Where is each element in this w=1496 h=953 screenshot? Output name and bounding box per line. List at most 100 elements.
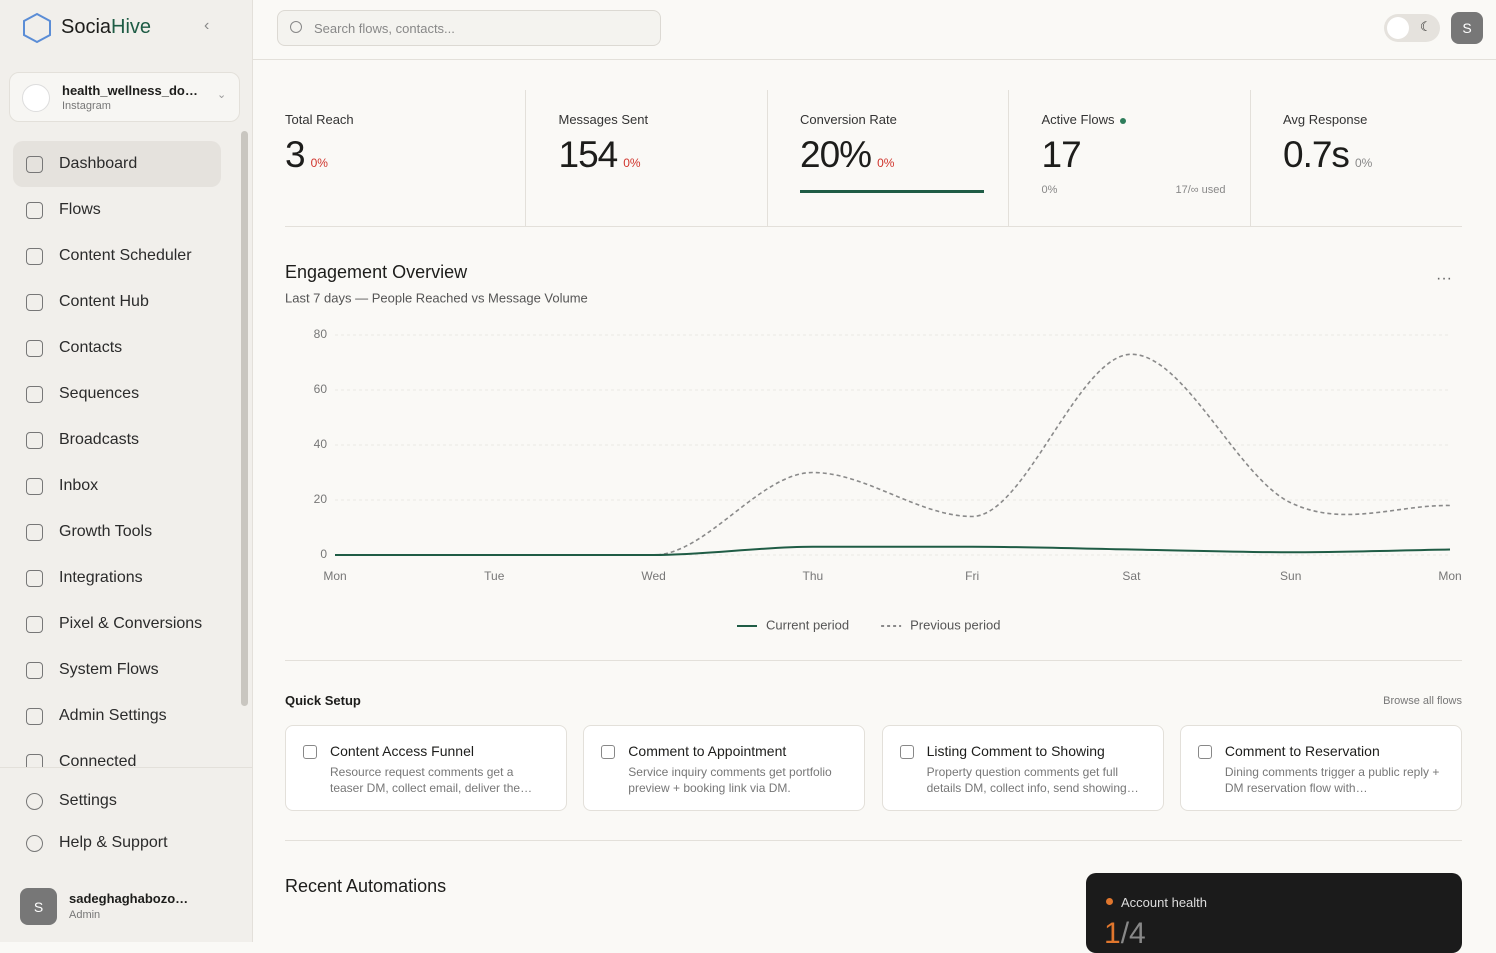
nav-icon — [26, 294, 43, 311]
chart-title: Engagement Overview — [285, 262, 468, 282]
nav-item[interactable]: Pixel & Conversions — [13, 601, 221, 647]
setup-card[interactable]: Comment to Appointment Service inquiry co… — [583, 725, 866, 811]
stat-number: 154 — [558, 134, 619, 175]
nav-icon — [26, 432, 43, 449]
stat-value: 3 0% — [285, 134, 328, 176]
stat-card: Avg Response 0.7s 0% — [1251, 90, 1492, 226]
x-tick-label: Fri — [965, 569, 979, 583]
theme-toggle[interactable]: ☾ — [1384, 14, 1440, 42]
nav-icon — [26, 835, 43, 852]
y-tick-label: 20 — [314, 492, 328, 506]
nav-icon — [26, 478, 43, 495]
nav-icon — [26, 340, 43, 357]
brand-b: Hive — [111, 16, 152, 38]
stat-card: Conversion Rate 20% 0% — [768, 90, 1009, 226]
series-line — [334, 545, 1451, 556]
stat-label: Active Flows — [1042, 112, 1127, 127]
y-tick-label: 60 — [314, 382, 328, 396]
nav-item[interactable]: Dashboard — [13, 141, 221, 187]
divider — [285, 226, 1462, 227]
card-icon — [303, 745, 317, 759]
stat-inner: Conversion Rate 20% 0% — [800, 90, 984, 226]
account-platform: Instagram — [62, 100, 111, 112]
divider — [285, 840, 1462, 841]
x-tick-label: Mon — [1438, 569, 1461, 583]
card-desc: Dining comments trigger a public reply +… — [1224, 765, 1440, 795]
topbar: Search flows, contacts... ☾ S — [253, 0, 1496, 60]
nav-item[interactable]: Growth Tools — [13, 509, 221, 555]
stat-change: 0% — [1354, 156, 1373, 170]
avatar[interactable]: S — [1451, 12, 1483, 44]
nav-item[interactable]: Content Scheduler — [13, 233, 221, 279]
browse-link[interactable]: Browse all flows — [1383, 695, 1462, 707]
stat-label: Conversion Rate — [800, 112, 897, 127]
user-role: Admin — [69, 909, 101, 921]
brand-a: Socia — [61, 16, 112, 38]
stat-number: 3 — [285, 134, 306, 175]
nav-item[interactable]: Settings — [13, 778, 221, 824]
setup-card[interactable]: Listing Comment to Showing Property quest… — [881, 725, 1164, 811]
nav-icon — [26, 570, 43, 587]
stat-change: 0% — [1041, 184, 1058, 196]
stats: Total Reach 3 0% Messages Sent 154 0% Conversi… — [285, 0, 1462, 226]
health-label: Account health — [1121, 895, 1208, 910]
nav-item[interactable]: Sequences — [13, 371, 221, 417]
stat-number: 0.7s — [1283, 134, 1350, 175]
progress-bar — [800, 190, 984, 193]
nav-item[interactable]: Integrations — [13, 555, 221, 601]
x-tick-label: Sat — [1122, 569, 1141, 583]
stat-card: Active Flows 17 0% 17/∞ used — [1010, 90, 1251, 226]
series-line — [334, 353, 1451, 556]
more-button[interactable]: ··· — [1436, 270, 1452, 287]
divider — [0, 767, 252, 768]
nav: Dashboard Flows Content Scheduler Content H… — [0, 141, 240, 767]
instagram-icon — [22, 84, 50, 112]
collapse-button[interactable]: ‹ — [204, 17, 210, 34]
nav-item[interactable]: System Flows — [13, 647, 221, 693]
health-card: Account health 1/4 — [1086, 873, 1462, 953]
nav-footer: Settings Help & Support — [0, 778, 240, 868]
card-title: Comment to Reservation — [1224, 743, 1380, 759]
stat-inner: Avg Response 0.7s 0% — [1283, 90, 1468, 226]
nav-icon — [26, 156, 43, 173]
nav-item[interactable]: Admin Settings — [13, 693, 221, 739]
x-tick-label: Tue — [484, 569, 505, 583]
nav-item[interactable]: Contacts — [13, 325, 221, 371]
nav-item[interactable]: Connected — [13, 739, 221, 767]
brand: SociaHive — [61, 16, 151, 39]
stat-label: Avg Response — [1283, 112, 1368, 127]
stat-change: 0% — [623, 156, 641, 170]
nav-item[interactable]: Broadcasts — [13, 417, 221, 463]
x-tick-label: Sun — [1280, 569, 1301, 583]
setup-card[interactable]: Content Access Funnel Resource request co… — [285, 725, 567, 811]
nav-item[interactable]: Content Hub — [13, 279, 221, 325]
stat-label: Total Reach — [285, 112, 354, 127]
status-dot — [1120, 117, 1127, 124]
account-switcher[interactable]: health_wellness_do… Instagram ⌄ — [9, 72, 240, 122]
setup-card[interactable]: Comment to Reservation Dining comments tr… — [1179, 725, 1462, 811]
y-tick-label: 40 — [314, 437, 328, 451]
nav-item[interactable]: Inbox — [13, 463, 221, 509]
stat-card: Total Reach 3 0% — [285, 90, 526, 226]
stat-value: 0.7s 0% — [1283, 134, 1372, 176]
y-tick-label: 80 — [314, 327, 328, 341]
stat-change: 0% — [877, 156, 895, 170]
nav-item[interactable]: Flows — [13, 187, 221, 233]
health-value: 1 — [1104, 917, 1121, 950]
y-tick-label: 0 — [320, 547, 327, 561]
user-avatar: S — [20, 888, 57, 925]
nav-icon — [26, 754, 43, 767]
nav-icon — [26, 386, 43, 403]
scrollbar — [241, 131, 248, 706]
stat-value: 20% 0% — [800, 134, 894, 176]
card-desc: Resource request comments get a teaser D… — [330, 765, 533, 795]
card-title: Content Access Funnel — [330, 743, 474, 759]
card-icon — [899, 745, 914, 759]
search-box[interactable]: Search flows, contacts... — [277, 10, 661, 46]
stat-change: 0% — [310, 156, 328, 170]
x-tick-label: Mon — [323, 569, 346, 583]
section-title: Recent Automations — [285, 876, 447, 896]
nav-item[interactable]: Help & Support — [13, 820, 221, 866]
search-placeholder: Search flows, contacts... — [314, 21, 455, 36]
